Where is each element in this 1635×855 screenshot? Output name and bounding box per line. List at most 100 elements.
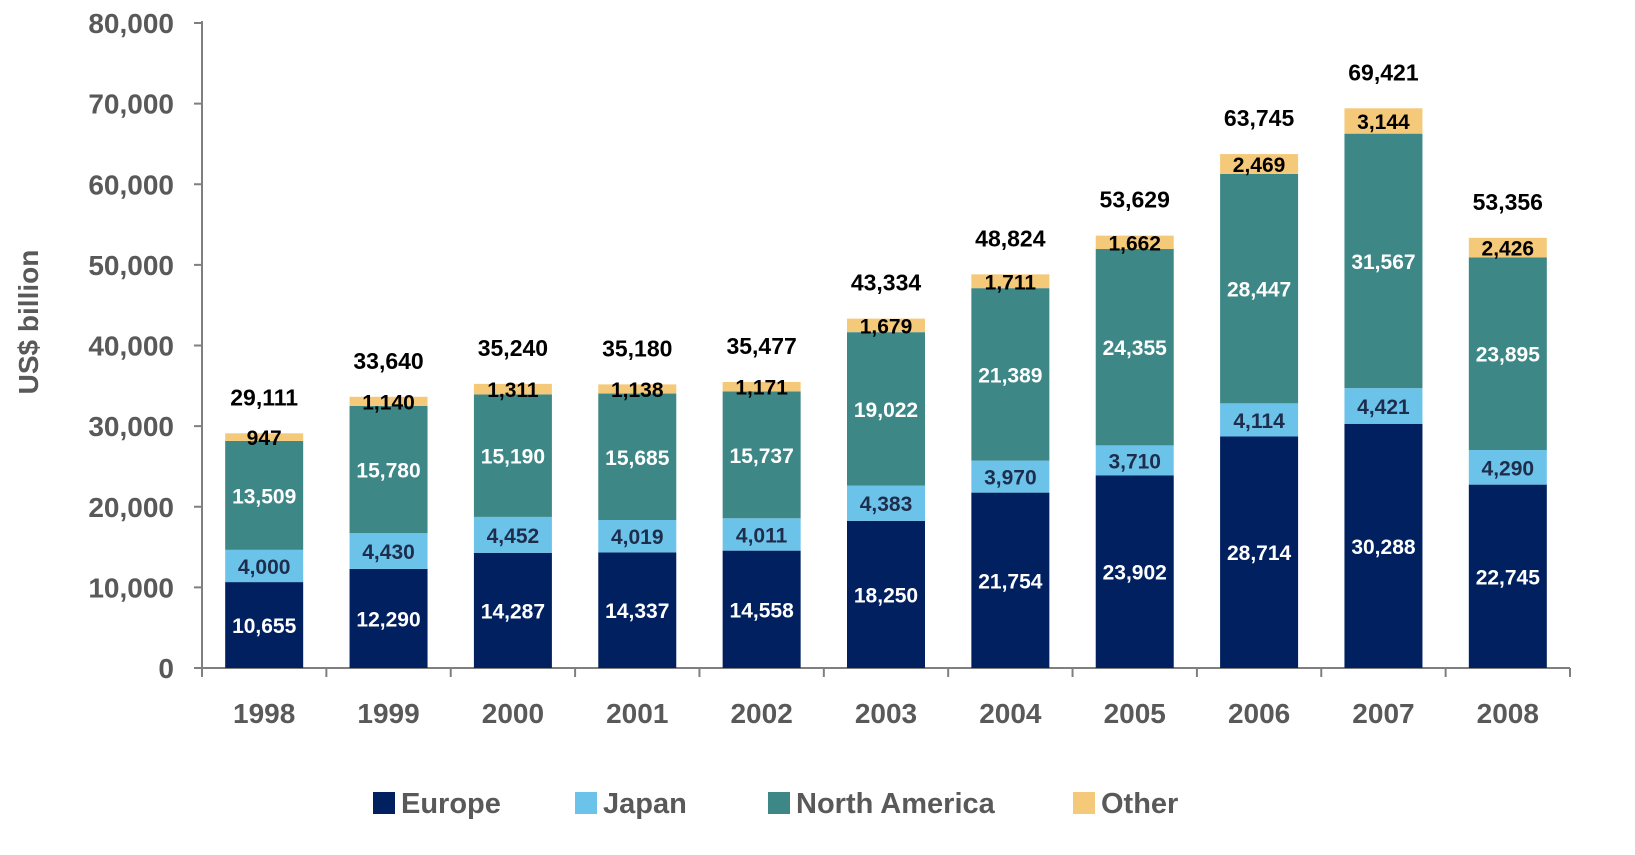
bar-segment-other <box>473 383 552 395</box>
bar-segment-other <box>1095 235 1174 250</box>
segment-value-label: 31,567 <box>1351 251 1415 274</box>
x-tick-label: 2004 <box>979 698 1042 729</box>
segment-value-label: 23,895 <box>1476 344 1541 367</box>
bar-segment-europe <box>598 552 677 668</box>
segment-value-label: 1,679 <box>860 315 913 338</box>
segment-value-label: 4,290 <box>1482 457 1535 480</box>
segment-value-label: 1,138 <box>611 379 664 402</box>
legend-swatch-north-america <box>768 792 790 814</box>
y-tick-label: 80,000 <box>88 8 174 39</box>
segment-value-label: 18,250 <box>854 584 918 607</box>
legend: Europe Japan North America Other <box>373 788 1178 820</box>
segment-value-label: 15,737 <box>730 445 794 468</box>
segment-value-label: 2,426 <box>1482 238 1535 261</box>
y-axis-title: US$ billion <box>13 250 44 395</box>
bar-segment-other <box>598 384 677 394</box>
segment-value-label: 4,019 <box>611 526 664 549</box>
y-tick-label: 60,000 <box>88 169 174 200</box>
x-tick-label: 2008 <box>1477 698 1539 729</box>
bar-segment-japan <box>473 516 552 553</box>
bar-segment-japan <box>1344 388 1423 424</box>
total-value-label: 33,640 <box>353 348 423 374</box>
y-tick-label: 20,000 <box>88 492 174 523</box>
bar-segment-europe <box>1344 423 1423 668</box>
segment-value-label: 12,290 <box>356 608 420 631</box>
bar-segment-other <box>1344 108 1423 134</box>
segment-value-label: 22,745 <box>1476 566 1541 589</box>
total-value-label: 53,356 <box>1473 189 1543 215</box>
y-tick-label: 70,000 <box>88 89 174 120</box>
segment-value-label: 15,685 <box>605 447 670 470</box>
legend-label: Other <box>1101 788 1178 820</box>
bar-segment-japan <box>847 485 925 521</box>
segment-value-label: 4,383 <box>860 493 913 516</box>
legend-swatch-europe <box>373 792 395 814</box>
legend-swatch-japan <box>575 792 597 814</box>
total-value-label: 43,334 <box>851 270 922 296</box>
y-tick-label: 0 <box>158 653 174 684</box>
bar-segment-japan <box>1220 403 1299 437</box>
segment-value-label: 21,389 <box>978 364 1042 387</box>
segment-value-label: 14,287 <box>481 600 545 623</box>
bar-segment-north-america <box>349 405 428 534</box>
bar-segment-japan <box>1468 450 1547 485</box>
x-tick-label: 2006 <box>1228 698 1290 729</box>
segment-value-label: 3,970 <box>984 467 1037 490</box>
segment-value-label: 4,000 <box>238 556 291 579</box>
x-tick-label: 1999 <box>357 698 419 729</box>
x-tick-label: 2007 <box>1352 698 1414 729</box>
total-value-label: 35,180 <box>602 335 672 361</box>
segment-value-label: 15,780 <box>356 460 420 483</box>
bar-segment-north-america <box>1095 249 1174 446</box>
y-tick-label: 50,000 <box>88 250 174 281</box>
x-tick-label: 2001 <box>606 698 668 729</box>
bar-segment-north-america <box>225 440 304 550</box>
total-value-label: 48,824 <box>975 225 1046 251</box>
y-tick-label: 10,000 <box>88 572 174 603</box>
x-tick-label: 1998 <box>233 698 295 729</box>
bar-segment-north-america <box>722 391 801 519</box>
bar-segment-europe <box>1220 436 1299 668</box>
y-axis-title-group: US$ billion <box>13 250 44 395</box>
segment-value-label: 3,710 <box>1108 450 1161 473</box>
segment-value-label: 28,447 <box>1227 279 1291 302</box>
x-tick-label: 2003 <box>855 698 917 729</box>
segment-value-label: 947 <box>247 427 282 450</box>
bar-segment-north-america <box>598 393 677 521</box>
bar-segment-japan <box>349 533 428 569</box>
segment-value-label: 4,114 <box>1233 410 1285 433</box>
bar-segment-europe <box>722 550 801 668</box>
segment-value-label: 4,452 <box>487 525 540 548</box>
bar-segment-other <box>971 274 1050 289</box>
total-value-label: 29,111 <box>230 384 298 410</box>
legend-swatch-other <box>1073 792 1095 814</box>
x-tick-label: 2002 <box>730 698 792 729</box>
bars <box>225 108 1547 668</box>
bar-segment-north-america <box>971 288 1050 461</box>
y-tick-label: 30,000 <box>88 411 174 442</box>
segment-value-label: 3,144 <box>1357 111 1410 134</box>
segment-value-label: 14,558 <box>730 599 795 622</box>
bar-segment-europe <box>1468 484 1547 668</box>
bar-segment-other <box>847 318 925 333</box>
total-value-label: 63,745 <box>1224 105 1295 131</box>
bar-segment-japan <box>722 518 801 551</box>
bar-segment-other <box>225 433 304 441</box>
total-value-label: 53,629 <box>1100 187 1170 213</box>
segment-value-label: 1,140 <box>362 391 415 414</box>
y-tick-label: 40,000 <box>88 331 174 362</box>
bar-segment-other <box>722 381 801 392</box>
segment-value-label: 1,711 <box>985 271 1037 294</box>
segment-value-label: 4,011 <box>736 524 788 547</box>
data-labels: 10,655 4,000 13,509 947 29,111 12,290 4,430 15,… <box>230 59 1543 638</box>
bar-segment-europe <box>349 568 428 668</box>
segment-value-label: 24,355 <box>1103 337 1168 360</box>
bar-segment-other <box>349 396 428 406</box>
segment-value-label: 15,190 <box>481 446 545 469</box>
bar-segment-north-america <box>1220 173 1299 404</box>
bar-segment-europe <box>971 492 1050 668</box>
bar-segment-north-america <box>473 394 552 517</box>
bar-segment-japan <box>225 549 304 583</box>
bar-segment-japan <box>598 520 677 553</box>
legend-label: Europe <box>401 788 501 820</box>
